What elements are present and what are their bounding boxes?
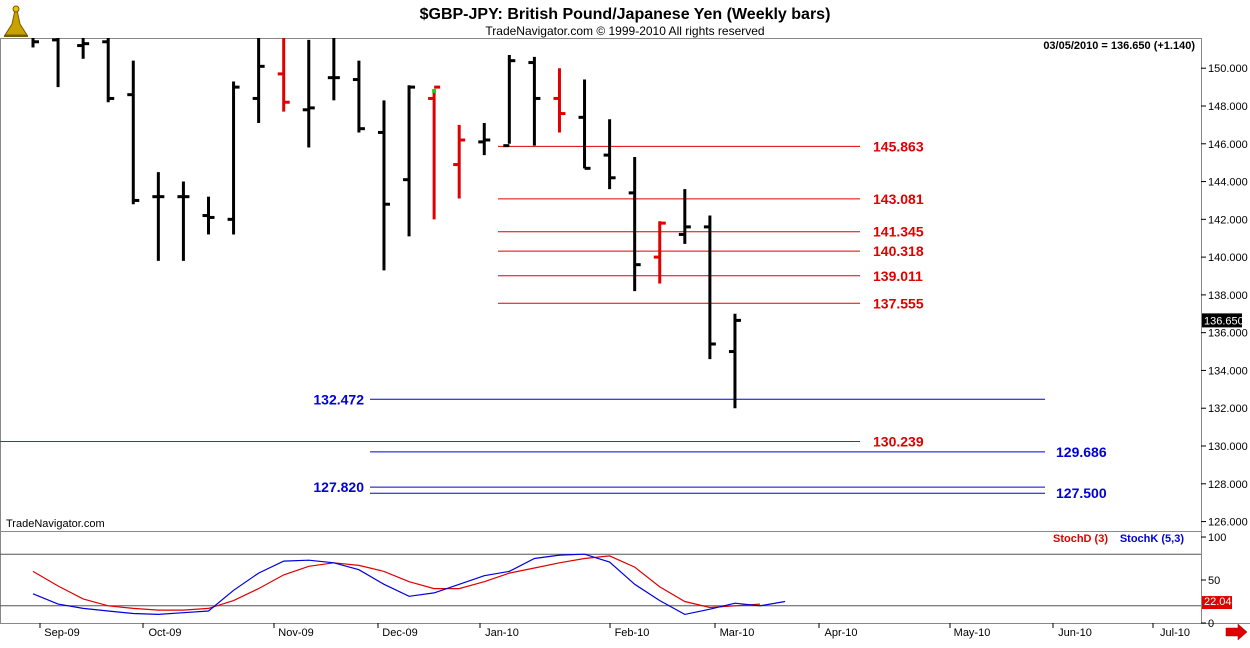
level-label: 132.472: [313, 391, 364, 407]
level-label: 143.081: [873, 191, 924, 207]
ohlc-bar: [277, 38, 290, 112]
time-x-axis: Sep-09 Oct-09 Nov-09 Dec-09 Jan-10 Feb-10 Mar-…: [39, 623, 1190, 639]
y-tick-label: 128.000: [1208, 479, 1248, 491]
stoch-tick-label: 50: [1208, 575, 1220, 587]
ohlc-bar: [352, 60, 365, 133]
ohlc-bar: [252, 38, 265, 123]
ohlc-bar: [31, 38, 39, 48]
level-label: 145.863: [873, 138, 924, 154]
x-tick-label: Sep-09: [44, 627, 79, 639]
x-tick-label: Apr-10: [824, 627, 857, 639]
last-bar-readout: 03/05/2010 = 136.650 (+1.140): [1043, 40, 1195, 52]
price-y-axis: 126.000 128.000 130.000 132.000 134.000 136.0…: [1201, 63, 1248, 529]
stochastic-y-axis: 0 50 100: [0, 532, 1226, 630]
y-tick-label: 126.000: [1208, 517, 1248, 529]
y-tick-label: 132.000: [1208, 403, 1248, 415]
watermark: TradeNavigator.com: [6, 518, 105, 530]
ohlc-bar: [177, 181, 190, 261]
x-tick-label: Mar-10: [720, 627, 755, 639]
ohlc-bar: [728, 313, 741, 409]
ohlc-bar: [102, 38, 115, 103]
ohlc-bar: [628, 157, 641, 292]
ohlc-bar: [453, 124, 466, 199]
ohlc-bar: [653, 221, 666, 284]
stoch-tick-label: 100: [1208, 532, 1226, 544]
last-price-label: 136.650: [1204, 315, 1244, 327]
ohlc-bar: [302, 39, 315, 148]
x-tick-label: Nov-09: [278, 627, 313, 639]
level-label: 141.345: [873, 224, 924, 240]
y-tick-label: 146.000: [1208, 139, 1248, 151]
level-label: 129.686: [1056, 444, 1107, 460]
ohlc-bar: [503, 55, 516, 148]
chart-title: $GBP-JPY: British Pound/Japanese Yen (We…: [420, 6, 831, 23]
x-tick-label: May-10: [954, 627, 991, 639]
y-tick-label: 144.000: [1208, 177, 1248, 189]
ohlc-bar: [52, 38, 60, 88]
stoch-d-line: [32, 555, 761, 611]
y-tick-label: 136.000: [1208, 328, 1248, 340]
ohlc-bar: [528, 56, 541, 146]
level-label: 140.318: [873, 243, 924, 259]
ohlc-bar: [403, 85, 416, 237]
ohlc-bar: [202, 196, 215, 235]
ohlc-bar: [678, 189, 691, 244]
x-tick-label: Jun-10: [1058, 627, 1092, 639]
level-label: 127.500: [1056, 485, 1107, 501]
stoch-d-legend: StochD (3): [1053, 533, 1108, 545]
x-tick-label: Jul-10: [1160, 627, 1190, 639]
last-price-marker: 136.650: [1202, 313, 1244, 328]
ohlc-bar: [327, 38, 340, 101]
stochastic-lines: [32, 553, 786, 616]
x-tick-label: Oct-09: [148, 627, 181, 639]
stoch-last-value: 22.04: [1204, 596, 1232, 608]
ohlc-bar: [703, 215, 716, 360]
ohlc-bar: [77, 38, 90, 59]
level-label: 139.011: [873, 268, 923, 284]
y-tick-label: 138.000: [1208, 290, 1248, 302]
y-tick-label: 148.000: [1208, 101, 1248, 113]
price-bars: [31, 38, 741, 409]
level-label: 127.820: [313, 479, 364, 495]
y-tick-label: 140.000: [1208, 252, 1248, 264]
ohlc-bar: [603, 119, 616, 190]
ohlc-bar: [377, 100, 390, 271]
chart-subtitle: TradeNavigator.com © 1999-2010 All right…: [485, 24, 764, 38]
ohlc-bar: [478, 123, 491, 156]
level-label: 137.555: [873, 295, 924, 311]
x-tick-label: Feb-10: [615, 627, 650, 639]
stoch-k-line: [32, 553, 786, 616]
x-tick-label: Dec-09: [382, 627, 417, 639]
ohlc-bar: [127, 60, 140, 205]
ohlc-bar: [152, 172, 165, 261]
y-tick-label: 150.000: [1208, 63, 1248, 75]
trade-navigator-logo[interactable]: [4, 5, 28, 37]
y-tick-label: 142.000: [1208, 214, 1248, 226]
stoch-k-legend: StochK (5,3): [1120, 533, 1185, 545]
x-tick-label: Jan-10: [485, 627, 519, 639]
ohlc-bar: [428, 85, 441, 220]
ohlc-bar: [578, 79, 591, 170]
stoch-tick-label: 0: [1208, 618, 1214, 630]
ohlc-bar: [553, 68, 566, 133]
fibonacci-levels: 145.863 143.081 141.345 140.318 139.011 137.5…: [0, 138, 1107, 501]
y-tick-label: 130.000: [1208, 441, 1248, 453]
level-label: 130.239: [873, 433, 924, 449]
y-tick-label: 134.000: [1208, 365, 1248, 377]
scroll-right-arrow-icon[interactable]: [1225, 623, 1248, 641]
stoch-last-value-marker: 22.04: [1202, 596, 1232, 610]
ohlc-bar: [227, 81, 240, 235]
